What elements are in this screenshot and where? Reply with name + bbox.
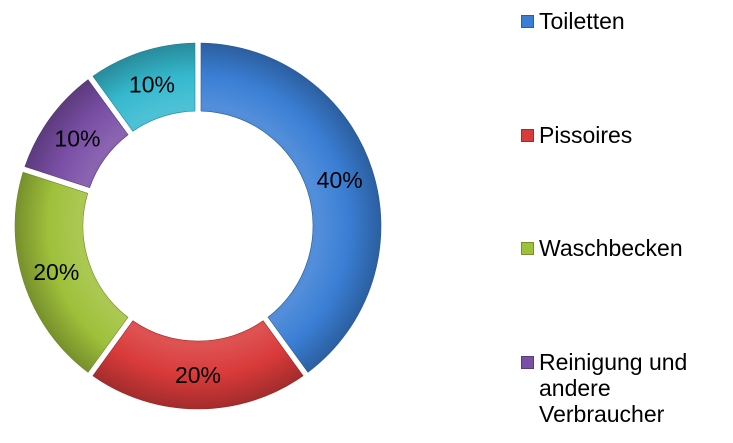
- slice-pissoires: [92, 320, 304, 410]
- data-label-unlabeled-slice: 10%: [129, 71, 175, 97]
- doughnut-chart: 40% 20% 20% 10% 10%: [14, 42, 382, 410]
- data-label-toiletten: 40%: [317, 167, 363, 193]
- slice-toiletten: [200, 42, 382, 373]
- legend-label-reinigung: Reinigung und andere Verbraucher: [539, 349, 688, 427]
- legend-item-waschbecken: Waschbecken: [521, 235, 683, 261]
- legend-item-reinigung: Reinigung und andere Verbraucher: [521, 349, 687, 427]
- data-label-waschbecken: 20%: [33, 259, 79, 285]
- legend-swatch-waschbecken: [521, 242, 534, 255]
- data-label-pissoires: 20%: [175, 362, 221, 388]
- chart-legend: Toiletten Pissoires Waschbecken Reinigun…: [521, 0, 733, 443]
- slice-unlabeled-slice: [92, 42, 196, 132]
- legend-label-toiletten: Toiletten: [539, 8, 625, 34]
- legend-swatch-toiletten: [521, 15, 534, 28]
- slice-reinigung-und-andere-verbraucher: [24, 79, 129, 188]
- legend-item-pissoires: Pissoires: [521, 122, 632, 148]
- legend-swatch-pissoires: [521, 129, 534, 142]
- legend-label-waschbecken: Waschbecken: [539, 235, 683, 261]
- legend-label-pissoires: Pissoires: [539, 122, 633, 148]
- data-label-reinigung-und-andere-verbraucher: 10%: [54, 125, 100, 151]
- legend-swatch-reinigung: [521, 356, 534, 369]
- slice-waschbecken: [14, 171, 129, 373]
- legend-item-toiletten: Toiletten: [521, 8, 625, 34]
